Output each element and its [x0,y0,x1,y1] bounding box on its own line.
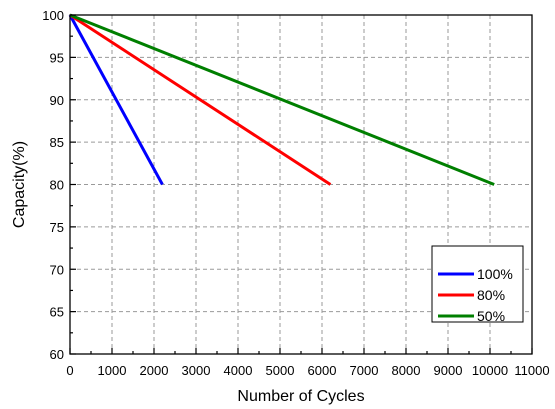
x-tick-label: 3000 [182,363,211,378]
series-line [69,13,332,186]
x-tick-labels: 0 1000 2000 3000 4000 5000 6000 7000 8000 9000 100… [66,363,549,378]
y-tick-label: 75 [50,220,64,235]
x-tick-label: 1000 [98,363,127,378]
x-tick-label: 4000 [224,363,253,378]
x-tick-label: 10000 [472,363,508,378]
y-tick-label: 90 [50,93,64,108]
legend-box [431,245,524,323]
y-tick-label: 85 [50,135,64,150]
legend-label: 50% [477,308,505,324]
y-tick-label: 70 [50,262,64,277]
series-lines [68,13,495,186]
x-tick-label: 6000 [308,363,337,378]
x-tick-label: 8000 [392,363,421,378]
x-tick-label: 2000 [140,363,169,378]
y-axis-title: Capacity(%) [11,141,28,228]
x-tick-label: 7000 [350,363,379,378]
series-line [69,13,495,186]
y-tick-label: 95 [50,50,64,65]
y-tick-label: 60 [50,347,64,362]
x-axis-title: Number of Cycles [237,388,364,405]
legend-label: 100% [477,266,513,282]
y-tick-label: 65 [50,305,64,320]
x-tick-label: 11000 [514,363,549,378]
legend: 100% 80% 50% [431,245,524,324]
axis-ticks [69,14,533,355]
series-line [68,14,164,186]
y-tick-label: 100 [42,8,64,23]
y-tick-label: 80 [50,178,64,193]
x-tick-label: 9000 [434,363,463,378]
x-tick-label: 5000 [266,363,295,378]
legend-label: 80% [477,287,505,303]
y-tick-labels: 60 65 70 75 80 85 90 95 100 [42,8,64,362]
grid [70,15,532,354]
x-tick-label: 0 [66,363,73,378]
